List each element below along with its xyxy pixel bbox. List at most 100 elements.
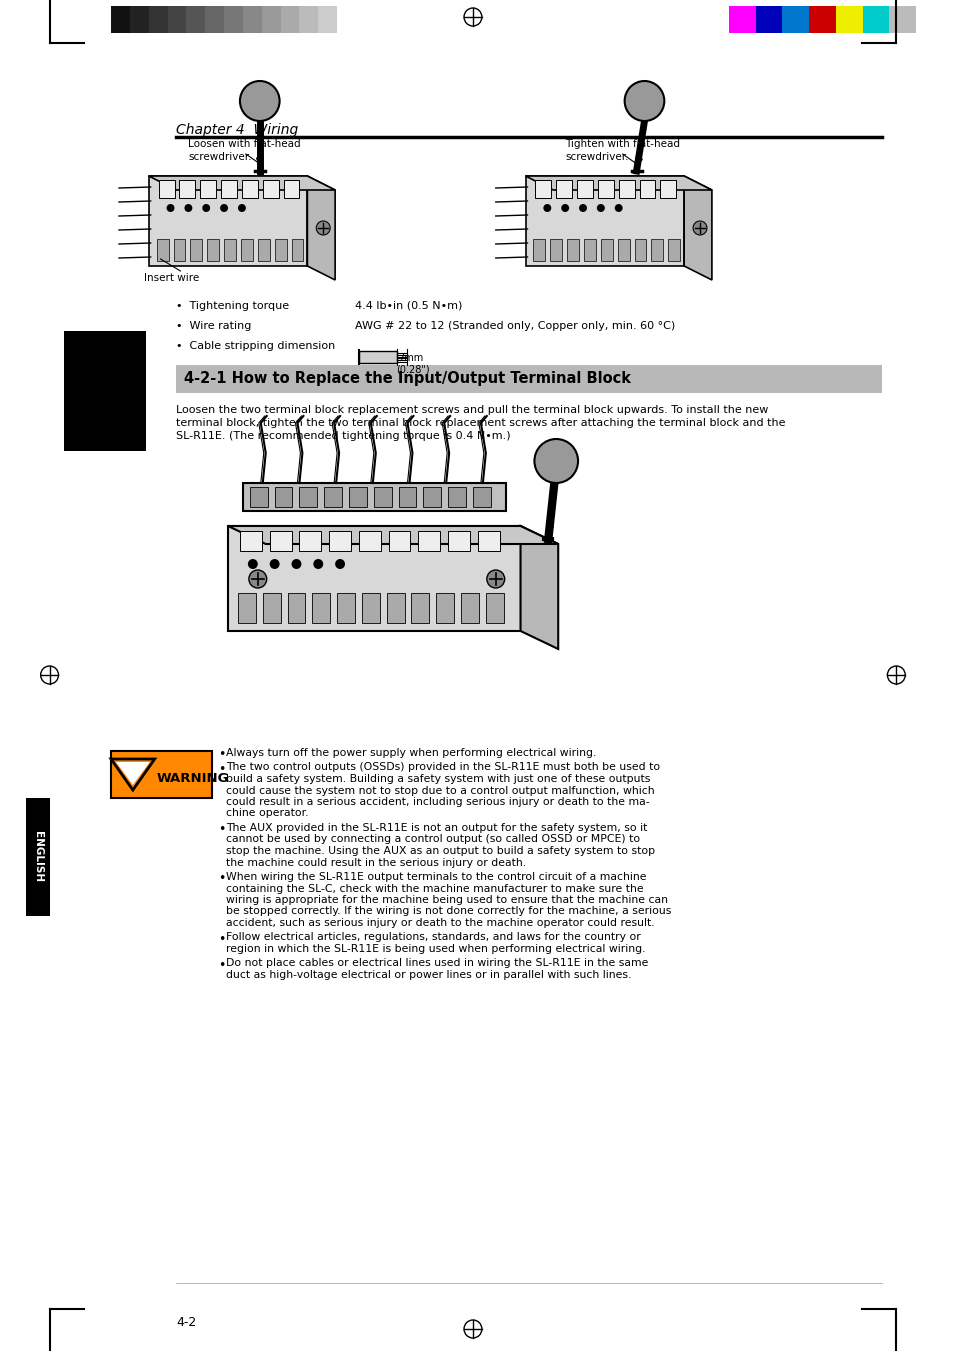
Text: •: • [218, 762, 225, 775]
Bar [781, 5, 808, 32]
Text: Loosen with flat-head: Loosen with flat-head [188, 139, 301, 149]
Polygon shape [149, 176, 335, 190]
Text: The AUX provided in the SL-R11E is not an output for the safety system, so it: The AUX provided in the SL-R11E is not a… [226, 823, 647, 834]
Text: Follow electrical articles, regulations, standards, and laws for the country or: Follow electrical articles, regulations,… [226, 932, 640, 943]
Bar [224, 239, 235, 261]
Bar [207, 239, 219, 261]
Circle shape [292, 559, 301, 569]
Circle shape [237, 204, 246, 212]
Bar [257, 239, 270, 261]
Text: !: ! [129, 767, 137, 785]
Bar [26, 798, 50, 916]
Bar [634, 239, 646, 261]
Bar [312, 593, 330, 623]
Circle shape [614, 204, 622, 212]
Bar [173, 239, 185, 261]
Circle shape [335, 559, 345, 569]
Circle shape [560, 204, 569, 212]
Bar [728, 5, 755, 32]
Text: •  Wire rating: • Wire rating [176, 322, 252, 331]
Bar [556, 180, 572, 199]
Text: Always turn off the power supply when performing electrical wiring.: Always turn off the power supply when pe… [226, 748, 596, 758]
Bar [651, 239, 662, 261]
Circle shape [316, 222, 330, 235]
Circle shape [240, 81, 279, 122]
Text: AWG # 22 to 12 (Stranded only, Copper only, min. 60 °C): AWG # 22 to 12 (Stranded only, Copper on… [355, 322, 675, 331]
Bar [168, 5, 186, 32]
Bar [600, 239, 612, 261]
Bar [241, 239, 253, 261]
Bar [808, 5, 835, 32]
Text: When wiring the SL-R11E output terminals to the control circuit of a machine: When wiring the SL-R11E output terminals… [226, 871, 646, 882]
Text: accident, such as serious injury or death to the machine operator could result.: accident, such as serious injury or deat… [226, 917, 654, 928]
Bar [205, 5, 224, 32]
Polygon shape [228, 526, 520, 631]
Circle shape [249, 570, 267, 588]
Bar [550, 239, 561, 261]
Bar [299, 486, 317, 507]
Text: Insert wire: Insert wire [144, 273, 199, 282]
Bar [535, 180, 551, 199]
Bar [618, 180, 634, 199]
Bar [361, 593, 379, 623]
Text: could cause the system not to stop due to a control output malfunction, which: could cause the system not to stop due t… [226, 785, 654, 796]
Circle shape [248, 559, 257, 569]
Text: 4-2: 4-2 [176, 1316, 196, 1329]
Bar [274, 239, 286, 261]
Bar [221, 180, 236, 199]
Bar [130, 5, 149, 32]
Bar [262, 180, 278, 199]
Text: SL-R11E. (The recommended tightening torque is 0.4 N•m.): SL-R11E. (The recommended tightening tor… [176, 431, 511, 440]
Text: be stopped correctly. If the wiring is not done correctly for the machine, a ser: be stopped correctly. If the wiring is n… [226, 907, 671, 916]
Bar [287, 593, 305, 623]
Bar [411, 593, 429, 623]
Text: region in which the SL-R11E is being used when performing electrical wiring.: region in which the SL-R11E is being use… [226, 944, 645, 954]
Bar [358, 531, 380, 551]
Bar [156, 239, 169, 261]
Bar [566, 239, 578, 261]
Text: Tighten with flat-head: Tighten with flat-head [564, 139, 679, 149]
Text: 4: 4 [91, 359, 118, 399]
Bar [158, 180, 174, 199]
Bar [436, 593, 454, 623]
Circle shape [543, 204, 551, 212]
Text: ENGLISH: ENGLISH [32, 831, 43, 882]
Text: •  Tightening torque: • Tightening torque [176, 301, 290, 311]
Circle shape [167, 204, 174, 212]
Bar [149, 5, 168, 32]
Bar [639, 180, 655, 199]
Bar [283, 180, 299, 199]
Bar [418, 531, 439, 551]
Bar [835, 5, 862, 32]
Bar [262, 593, 280, 623]
Text: The two control outputs (OSSDs) provided in the SL-R11E must both be used to: The two control outputs (OSSDs) provided… [226, 762, 659, 773]
Text: Do not place cables or electrical lines used in wiring the SL-R11E in the same: Do not place cables or electrical lines … [226, 958, 648, 969]
Bar [862, 5, 888, 32]
Bar [299, 531, 321, 551]
Text: Loosen the two terminal block replacement screws and pull the terminal block upw: Loosen the two terminal block replacemen… [176, 405, 768, 415]
Bar [292, 239, 303, 261]
Bar [250, 486, 268, 507]
Polygon shape [683, 176, 711, 280]
Bar [358, 351, 396, 363]
Text: Chapter 4  Wiring: Chapter 4 Wiring [176, 123, 298, 136]
Text: 7mm: 7mm [398, 353, 423, 363]
Bar [533, 239, 545, 261]
Circle shape [270, 559, 279, 569]
Bar [65, 331, 146, 451]
Bar [336, 593, 355, 623]
Bar [242, 180, 257, 199]
Polygon shape [307, 176, 335, 280]
Bar [237, 593, 255, 623]
Bar [349, 486, 367, 507]
Bar [477, 531, 499, 551]
Text: stop the machine. Using the AUX as an output to build a safety system to stop: stop the machine. Using the AUX as an ou… [226, 846, 655, 857]
Circle shape [220, 204, 228, 212]
Circle shape [184, 204, 193, 212]
Bar [668, 239, 679, 261]
Text: •: • [218, 748, 225, 761]
Text: cannot be used by connecting a control output (so called OSSD or MPCE) to: cannot be used by connecting a control o… [226, 835, 639, 844]
Text: duct as high-voltage electrical or power lines or in parallel with such lines.: duct as high-voltage electrical or power… [226, 970, 631, 979]
Text: containing the SL-C, check with the machine manufacturer to make sure the: containing the SL-C, check with the mach… [226, 884, 643, 893]
Text: •: • [218, 958, 225, 971]
